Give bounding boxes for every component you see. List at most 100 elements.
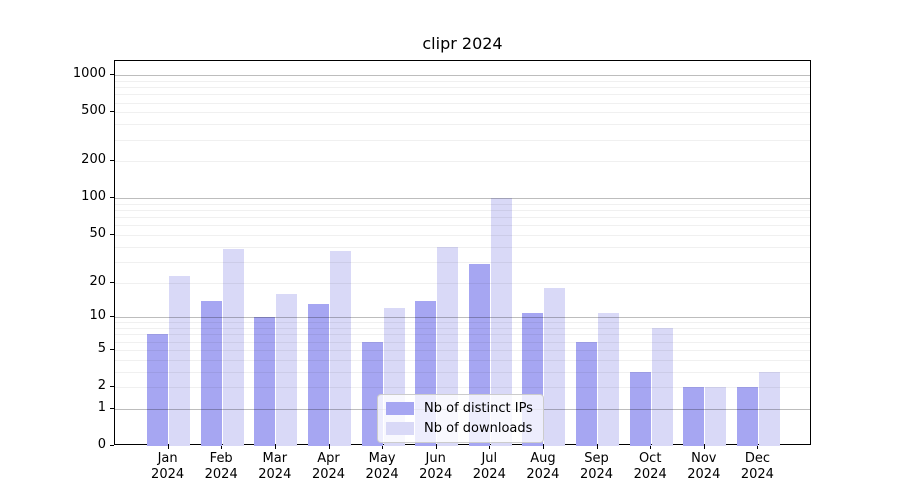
y-tick-label-50: 50 xyxy=(89,226,106,241)
x-tick-label-nov: Nov 2024 xyxy=(687,451,721,482)
y-tick-20 xyxy=(110,281,114,283)
bar-downloads-jul xyxy=(490,198,512,446)
y-tick-2 xyxy=(110,386,114,388)
bar-distinct-ips-mar xyxy=(254,317,276,446)
gridline-minor-200 xyxy=(115,161,810,163)
gridline-major-1000 xyxy=(115,75,810,77)
x-tick-jan xyxy=(167,445,169,449)
bar-downloads-apr xyxy=(330,250,351,446)
bar-downloads-sep xyxy=(598,312,619,446)
legend-label-distinct-ips: Nb of distinct IPs xyxy=(424,401,533,416)
x-tick-label-aug: Aug 2024 xyxy=(526,451,560,482)
gridline-minor-4 xyxy=(115,359,810,361)
legend-item-distinct-ips: Nb of distinct IPs xyxy=(386,401,533,416)
x-tick-label-dec: Dec 2024 xyxy=(740,451,774,482)
bar-distinct-ips-dec xyxy=(736,387,758,446)
bar-distinct-ips-sep xyxy=(576,341,597,446)
x-tick-label-jan: Jan 2024 xyxy=(151,451,185,482)
y-tick-100 xyxy=(110,197,114,199)
gridline-minor-40 xyxy=(115,246,810,248)
y-tick-label-20: 20 xyxy=(89,273,106,289)
gridline-minor-90 xyxy=(115,204,810,205)
gridline-minor-6 xyxy=(115,341,810,343)
gridline-minor-500 xyxy=(115,112,810,114)
gridline-minor-80 xyxy=(115,210,810,212)
gridline-minor-30 xyxy=(115,261,810,263)
y-tick-1 xyxy=(110,407,114,409)
y-tick-0 xyxy=(110,445,114,446)
gridline-minor-900 xyxy=(115,80,810,82)
bar-distinct-ips-feb xyxy=(200,300,222,446)
gridline-minor-400 xyxy=(115,124,810,126)
gridline-minor-20 xyxy=(115,282,810,284)
y-tick-label-1: 1 xyxy=(97,399,106,415)
plot-area: Nb of distinct IPs Nb of downloads xyxy=(114,60,811,446)
bar-distinct-ips-apr xyxy=(308,304,329,446)
legend-label-downloads: Nb of downloads xyxy=(424,421,533,436)
bar-downloads-oct xyxy=(651,328,673,446)
gridline-minor-7 xyxy=(115,334,810,336)
y-tick-label-1000: 1000 xyxy=(72,66,106,82)
x-tick-label-jun: Jun 2024 xyxy=(419,451,453,482)
gridline-minor-300 xyxy=(115,139,810,141)
x-tick-sep xyxy=(596,445,598,449)
y-tick-200 xyxy=(110,160,114,162)
y-tick-500 xyxy=(110,111,114,113)
legend: Nb of distinct IPs Nb of downloads xyxy=(377,394,544,443)
x-tick-label-feb: Feb 2024 xyxy=(204,451,238,482)
y-tick-1000 xyxy=(110,74,114,76)
x-tick-label-may: May 2024 xyxy=(365,451,399,482)
bar-downloads-dec xyxy=(758,371,780,446)
bar-downloads-jan xyxy=(169,275,191,446)
gridline-minor-2 xyxy=(115,387,810,389)
bar-downloads-mar xyxy=(276,294,298,446)
bar-distinct-ips-jan xyxy=(147,334,169,446)
gridline-minor-9 xyxy=(115,322,810,324)
y-tick-5 xyxy=(110,348,114,350)
legend-item-downloads: Nb of downloads xyxy=(386,421,533,436)
y-tick-label-5: 5 xyxy=(97,340,106,356)
gridline-minor-50 xyxy=(115,235,810,236)
legend-swatch-downloads xyxy=(386,422,414,435)
gridline-minor-5 xyxy=(115,349,810,351)
gridline-minor-8 xyxy=(115,328,810,330)
x-tick-dec xyxy=(757,445,759,449)
x-tick-jun xyxy=(435,445,437,449)
x-tick-may xyxy=(382,445,384,449)
chart-title: clipr 2024 xyxy=(422,34,503,53)
x-tick-oct xyxy=(650,445,652,449)
gridline-minor-600 xyxy=(115,102,810,104)
gridline-major-10 xyxy=(115,317,810,319)
x-tick-label-sep: Sep 2024 xyxy=(579,451,614,482)
y-tick-label-0: 0 xyxy=(97,437,106,452)
y-tick-label-2: 2 xyxy=(97,378,106,394)
gridline-minor-60 xyxy=(115,225,810,227)
x-tick-feb xyxy=(221,445,223,449)
x-tick-nov xyxy=(703,445,705,449)
x-tick-label-jul: Jul 2024 xyxy=(472,451,506,482)
x-tick-jul xyxy=(489,445,491,449)
x-tick-label-apr: Apr 2024 xyxy=(311,451,346,482)
gridline-minor-3 xyxy=(115,371,810,373)
y-tick-label-10: 10 xyxy=(89,308,106,324)
gridline-major-100 xyxy=(115,198,810,200)
bar-distinct-ips-nov xyxy=(683,387,705,446)
y-tick-label-100: 100 xyxy=(81,189,106,205)
bar-downloads-aug xyxy=(544,288,566,446)
bar-downloads-feb xyxy=(222,249,244,446)
legend-swatch-distinct-ips xyxy=(386,402,414,415)
x-tick-aug xyxy=(542,445,544,449)
x-tick-mar xyxy=(274,445,276,449)
y-tick-50 xyxy=(110,234,114,235)
x-tick-label-oct: Oct 2024 xyxy=(633,451,667,482)
x-tick-label-mar: Mar 2024 xyxy=(258,451,292,482)
gridline-minor-800 xyxy=(115,87,810,89)
gridline-minor-70 xyxy=(115,217,810,219)
y-tick-10 xyxy=(110,316,114,318)
x-tick-apr xyxy=(328,445,330,449)
gridline-minor-700 xyxy=(115,94,810,96)
bar-downloads-nov xyxy=(705,387,727,446)
bar-distinct-ips-oct xyxy=(629,371,651,446)
y-tick-label-200: 200 xyxy=(81,152,106,168)
